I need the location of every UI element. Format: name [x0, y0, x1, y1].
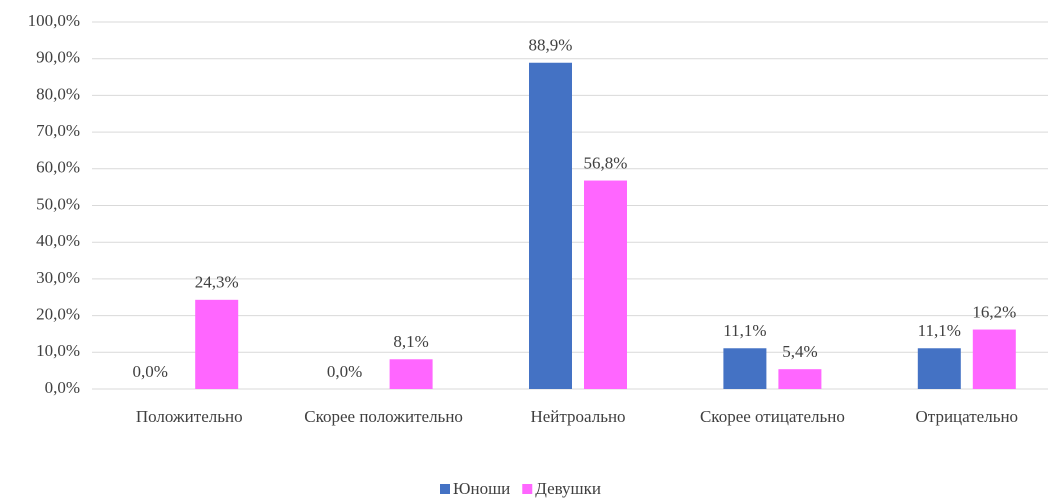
y-tick-label: 60,0% — [36, 158, 80, 177]
y-tick-label: 80,0% — [36, 84, 80, 103]
data-label: 24,3% — [195, 273, 239, 292]
y-tick-label: 10,0% — [36, 341, 80, 360]
x-tick-label: Положительно — [136, 407, 243, 426]
y-tick-label: 50,0% — [36, 194, 80, 213]
y-tick-label: 30,0% — [36, 268, 80, 287]
bar — [972, 329, 1016, 389]
legend-label: Девушки — [535, 479, 601, 498]
y-tick-label: 0,0% — [45, 378, 80, 397]
bar — [195, 299, 239, 389]
data-label: 56,8% — [584, 153, 628, 172]
x-tick-label: Нейтроально — [530, 407, 625, 426]
bar — [778, 369, 822, 389]
bar — [584, 180, 627, 389]
y-tick-label: 40,0% — [36, 231, 80, 250]
x-tick-label: Скорее положительно — [304, 407, 463, 426]
data-label: 88,9% — [529, 36, 573, 55]
y-tick-label: 70,0% — [36, 121, 80, 140]
x-tick-label: Отрицательно — [916, 407, 1019, 426]
legend-label: Юноши — [453, 479, 510, 498]
x-tick-label: Скорее отицательно — [700, 407, 845, 426]
y-tick-label: 20,0% — [36, 305, 80, 324]
data-label: 16,2% — [972, 302, 1016, 321]
data-label: 5,4% — [782, 342, 817, 361]
data-label: 11,1% — [918, 321, 961, 340]
bar — [529, 62, 572, 389]
data-label: 8,1% — [393, 332, 428, 351]
y-tick-label: 90,0% — [36, 48, 80, 67]
legend-swatch — [440, 484, 450, 494]
bar — [389, 359, 433, 389]
y-tick-label: 100,0% — [28, 11, 80, 30]
data-label: 0,0% — [132, 362, 167, 381]
data-label: 11,1% — [723, 321, 766, 340]
bar — [917, 348, 961, 389]
bar — [723, 348, 767, 389]
legend-swatch — [522, 484, 533, 494]
data-label: 0,0% — [327, 362, 362, 381]
